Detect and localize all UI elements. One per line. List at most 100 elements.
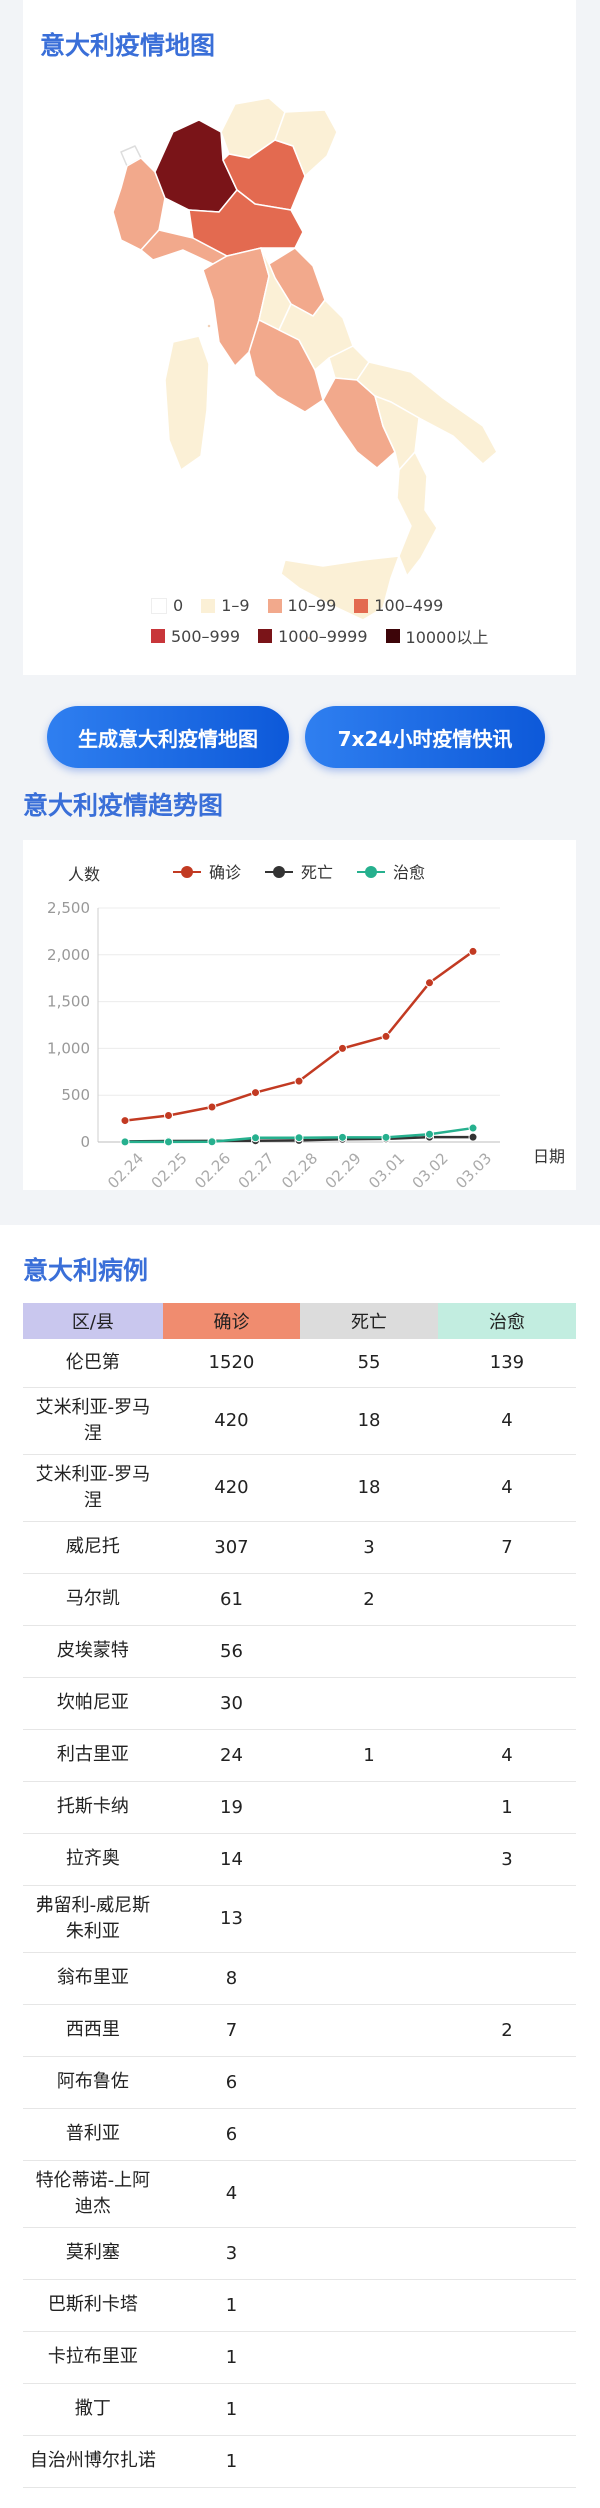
- x-tick-label: 02.29: [322, 1149, 365, 1190]
- legend-item: 10–99: [267, 596, 337, 615]
- header-deaths[interactable]: 死亡: [300, 1303, 438, 1339]
- legend-item: 0: [151, 596, 183, 615]
- cell-region: 利古里亚: [23, 1729, 163, 1782]
- cell-cured: 4: [437, 1729, 576, 1782]
- table-row: 艾米利亚-罗马涅 420 18 4: [23, 1454, 576, 1522]
- generate-map-button[interactable]: 生成意大利疫情地图: [47, 706, 289, 768]
- map-island-lampedusa: [306, 635, 312, 640]
- cell-deaths: [300, 1781, 438, 1834]
- legend-swatch: [151, 629, 165, 643]
- cell-confirmed: 7: [162, 2004, 301, 2057]
- cell-deaths: [300, 2331, 438, 2384]
- data-point: [294, 1076, 304, 1086]
- cell-cured: 1: [437, 1781, 576, 1834]
- cell-confirmed: 30: [162, 1677, 301, 1730]
- cell-cured: [437, 1625, 576, 1678]
- cell-region: 皮埃蒙特: [23, 1625, 163, 1678]
- table-row: 莫利塞 3: [23, 2227, 576, 2280]
- x-tick-label: 03.02: [409, 1149, 452, 1190]
- cell-deaths: [300, 2004, 438, 2057]
- map-region-sardegna[interactable]: [164, 335, 210, 471]
- table-row: 威尼托 307 3 7: [23, 1521, 576, 1574]
- cell-cured: [437, 1573, 576, 1626]
- cell-deaths: [300, 2056, 438, 2109]
- cell-cured: 2: [437, 2004, 576, 2057]
- x-tick-label: 02.26: [191, 1149, 234, 1190]
- header-confirmed[interactable]: 确诊: [162, 1303, 301, 1339]
- legend-item: 1000–9999: [258, 627, 368, 646]
- cell-region: 普利亚: [23, 2108, 163, 2161]
- data-point: [468, 1132, 478, 1142]
- map-region-sicilia[interactable]: [280, 555, 400, 621]
- data-point: [120, 1137, 130, 1147]
- cell-deaths: 18: [300, 1387, 438, 1455]
- data-point: [338, 1043, 347, 1053]
- trend-section-title: 意大利疫情趋势图: [23, 791, 224, 820]
- cell-region: 艾米利亚-罗马涅: [23, 1454, 163, 1522]
- cell-cured: 3: [437, 1833, 576, 1886]
- cell-region: 阿布鲁佐: [23, 2056, 163, 2109]
- cell-cured: 7: [437, 1521, 576, 1574]
- map-section-title: 意大利疫情地图: [40, 31, 216, 60]
- cell-confirmed: 1: [162, 2383, 301, 2436]
- map-region-veneto[interactable]: [222, 139, 306, 211]
- table-row: 翁布里亚 8: [23, 1952, 576, 2005]
- cell-deaths: [300, 1952, 438, 2005]
- cell-confirmed: 13: [162, 1885, 301, 1953]
- cell-cured: [437, 2383, 576, 2436]
- y-tick-label: 2,500: [47, 899, 90, 917]
- cell-deaths: [300, 1885, 438, 1953]
- map-legend-row-2: 500–999 1000–9999 10000以上: [151, 624, 488, 648]
- data-point: [294, 1133, 304, 1143]
- data-point: [164, 1137, 173, 1147]
- cell-region: 撒丁: [23, 2383, 163, 2436]
- map-region-emilia-romagna[interactable]: [188, 189, 304, 257]
- cell-deaths: [300, 2160, 438, 2228]
- legend-item: 500–999: [151, 627, 240, 646]
- cell-region: 巴斯利卡塔: [23, 2279, 163, 2332]
- legend-item: 100–499: [354, 596, 443, 615]
- table-row: 阿布鲁佐 6: [23, 2056, 576, 2109]
- cell-region: 托斯卡纳: [23, 1781, 163, 1834]
- cell-cured: [437, 2056, 576, 2109]
- cell-confirmed: 19: [162, 1781, 301, 1834]
- cell-confirmed: 1: [162, 2331, 301, 2384]
- x-tick-label: 03.03: [452, 1149, 495, 1190]
- data-point: [207, 1137, 217, 1147]
- x-tick-label: 02.25: [148, 1149, 191, 1190]
- cell-confirmed: 1520: [162, 1339, 301, 1388]
- header-region[interactable]: 区/县: [23, 1303, 163, 1339]
- data-point: [468, 1123, 478, 1133]
- legend-swatch: [385, 629, 400, 643]
- x-tick-label: 03.01: [365, 1149, 408, 1190]
- cell-deaths: [300, 1833, 438, 1886]
- header-cured[interactable]: 治愈: [437, 1303, 576, 1339]
- data-point: [164, 1111, 173, 1121]
- legend-label: 0: [173, 596, 184, 615]
- legend-label: 10–99: [287, 596, 337, 615]
- cell-confirmed: 6: [162, 2108, 301, 2161]
- map-region-lazio[interactable]: [248, 319, 324, 413]
- news-button[interactable]: 7x24小时疫情快讯: [305, 706, 545, 768]
- cell-region: 西西里: [23, 2004, 163, 2057]
- cell-confirmed: 14: [162, 1833, 301, 1886]
- cell-cured: [437, 2160, 576, 2228]
- cell-confirmed: 1: [162, 2435, 301, 2488]
- table-row: 特伦蒂诺-上阿迪杰 4: [23, 2160, 576, 2228]
- table-row: 伦巴第 1520 55 139: [23, 1339, 576, 1388]
- map-region-puglia[interactable]: [356, 361, 498, 465]
- cell-cured: [437, 2435, 576, 2488]
- cell-cured: [437, 1677, 576, 1730]
- legend-label: 10000以上: [405, 628, 489, 647]
- cell-deaths: 3: [300, 1521, 438, 1574]
- cell-confirmed: 6: [162, 2056, 301, 2109]
- map-region-calabria[interactable]: [396, 451, 438, 577]
- cell-deaths: 2: [300, 1573, 438, 1626]
- cell-deaths: [300, 2435, 438, 2488]
- legend-item: 10000以上: [385, 624, 489, 648]
- data-point: [338, 1132, 347, 1142]
- map-region-friuli[interactable]: [274, 109, 338, 177]
- cell-cured: [437, 1885, 576, 1953]
- cell-cured: [437, 2331, 576, 2384]
- italy-map[interactable]: [23, 80, 576, 640]
